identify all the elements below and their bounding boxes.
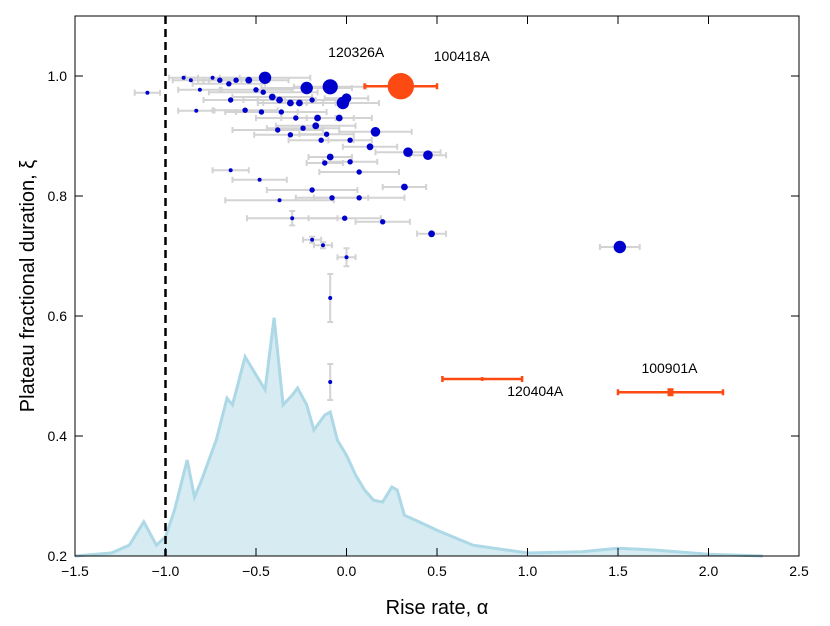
- point-label: 100418A: [434, 48, 491, 64]
- point: [188, 78, 193, 83]
- x-tick-label: 1.0: [518, 563, 538, 579]
- y-tick-label: 0.8: [48, 188, 68, 204]
- point: [613, 240, 627, 254]
- x-tick-label: −0.5: [242, 563, 270, 579]
- point: [356, 169, 362, 175]
- point: [328, 380, 333, 384]
- point: [296, 99, 303, 107]
- point: [277, 198, 282, 203]
- point: [423, 150, 433, 160]
- point: [300, 81, 313, 95]
- point: [341, 93, 352, 103]
- y-tick-label: 1.0: [48, 68, 68, 84]
- point: [276, 96, 283, 104]
- point: [335, 114, 343, 122]
- point: [380, 219, 386, 225]
- point: [356, 195, 362, 201]
- y-tick-label: 0.4: [48, 428, 68, 444]
- point: [293, 115, 299, 121]
- point: [323, 131, 330, 137]
- x-tick-label: −1.5: [61, 563, 89, 579]
- point: [347, 159, 353, 165]
- y-tick-label: 0.6: [48, 308, 68, 324]
- point: [428, 230, 435, 238]
- point: [318, 137, 324, 143]
- point: [286, 99, 294, 107]
- point: [197, 87, 202, 92]
- density-area: [75, 317, 763, 556]
- point: [217, 77, 223, 83]
- point: [310, 237, 315, 242]
- point: [227, 97, 234, 103]
- point: [322, 160, 328, 166]
- point: [258, 109, 265, 115]
- point: [242, 107, 248, 113]
- point: [370, 127, 381, 137]
- x-tick-label: −1.0: [152, 563, 180, 579]
- point: [290, 216, 295, 221]
- y-tick-label: 0.2: [48, 548, 68, 564]
- point-label: 120326A: [328, 44, 385, 60]
- point: [181, 75, 186, 80]
- point: [228, 168, 233, 173]
- point: [320, 243, 325, 248]
- point: [309, 97, 315, 103]
- point: [403, 147, 413, 157]
- point: [257, 177, 262, 182]
- point: [322, 79, 338, 95]
- x-tick-label: 1.5: [608, 563, 628, 579]
- point: [341, 215, 348, 221]
- y-axis-label: Plateau fractional duration, ξ: [17, 160, 39, 412]
- point: [300, 125, 306, 131]
- x-tick-label: 2.0: [699, 563, 719, 579]
- x-tick-label: 0.0: [337, 563, 357, 579]
- point: [387, 73, 414, 100]
- point: [366, 143, 374, 151]
- point: [226, 81, 232, 87]
- point: [268, 93, 276, 101]
- density-line: [74, 317, 763, 558]
- x-tick-label: 0.5: [427, 563, 447, 579]
- point: [210, 75, 215, 80]
- point: [312, 122, 320, 130]
- x-axis-label: Rise rate, α: [386, 597, 489, 619]
- point: [260, 89, 266, 95]
- point: [326, 153, 334, 161]
- point: [253, 87, 259, 93]
- point: [194, 108, 199, 113]
- point: [233, 77, 239, 83]
- x-tick-label: 2.5: [789, 563, 809, 579]
- point: [401, 183, 408, 191]
- point: [667, 388, 674, 396]
- point: [329, 195, 335, 201]
- point: [344, 255, 349, 260]
- point-label: 120404A: [507, 383, 564, 399]
- point: [287, 132, 294, 138]
- point-label: 100901A: [641, 360, 698, 376]
- point: [245, 76, 253, 84]
- point: [145, 90, 150, 95]
- point: [309, 187, 315, 193]
- point: [480, 377, 485, 381]
- point: [328, 296, 333, 300]
- point: [258, 71, 272, 85]
- point: [275, 127, 281, 133]
- point: [347, 137, 353, 143]
- point: [278, 109, 285, 115]
- point: [314, 114, 321, 122]
